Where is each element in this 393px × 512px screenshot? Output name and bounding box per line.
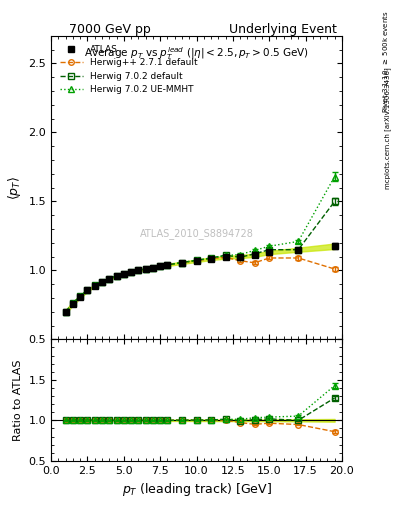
Legend: ATLAS, Herwig++ 2.7.1 default, Herwig 7.0.2 default, Herwig 7.0.2 UE-MMHT: ATLAS, Herwig++ 2.7.1 default, Herwig 7.…	[55, 40, 202, 99]
Y-axis label: $\langle p_T \rangle$: $\langle p_T \rangle$	[6, 176, 23, 200]
Y-axis label: Ratio to ATLAS: Ratio to ATLAS	[13, 359, 23, 441]
Text: Average $p_T$ vs $p_T^{lead}$ ($|\eta| < 2.5, p_T > 0.5$ GeV): Average $p_T$ vs $p_T^{lead}$ ($|\eta| <…	[84, 45, 309, 62]
Text: 7000 GeV pp: 7000 GeV pp	[69, 23, 151, 36]
Text: Underlying Event: Underlying Event	[229, 23, 337, 36]
Text: Rivet 3.1.10, $\geq$ 500k events: Rivet 3.1.10, $\geq$ 500k events	[381, 10, 391, 113]
X-axis label: $p_T$ (leading track) [GeV]: $p_T$ (leading track) [GeV]	[121, 481, 272, 498]
Text: ATLAS_2010_S8894728: ATLAS_2010_S8894728	[140, 228, 253, 239]
Text: mcplots.cern.ch [arXiv:1306.3436]: mcplots.cern.ch [arXiv:1306.3436]	[384, 67, 391, 189]
